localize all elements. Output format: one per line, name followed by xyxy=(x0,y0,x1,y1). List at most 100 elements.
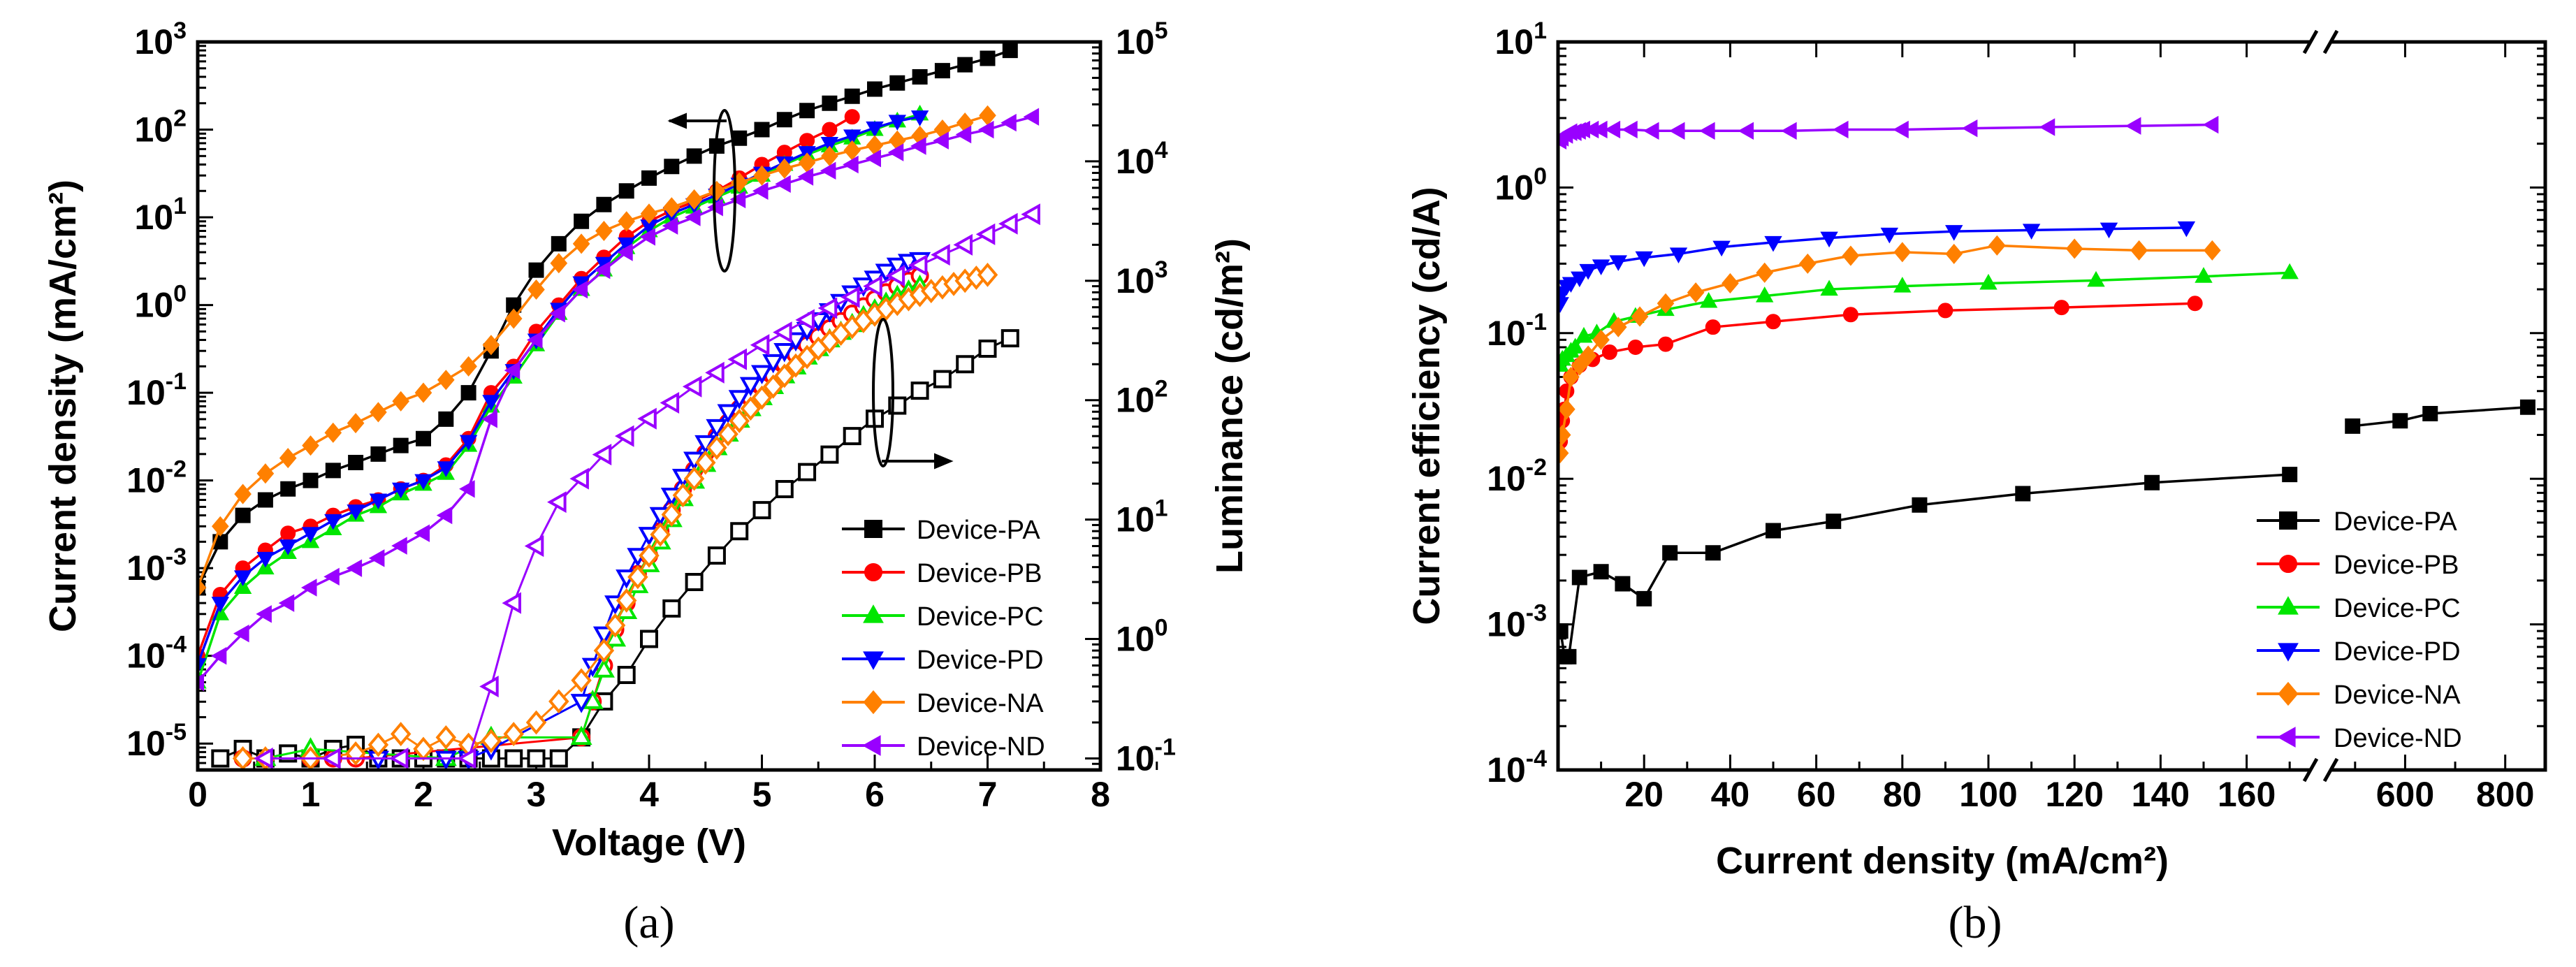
efficiency-point-device-na xyxy=(2204,240,2221,261)
current-density-point-device-nd xyxy=(278,594,295,612)
efficiency-point-device-na xyxy=(1571,355,1589,376)
luminance-point-device-nd xyxy=(592,444,612,466)
current-density-point-device-pa xyxy=(528,262,544,278)
efficiency-point-device-pd xyxy=(1592,259,1610,275)
current-density-point-device-nd xyxy=(843,155,859,174)
current-density-point-device-pa xyxy=(912,68,928,85)
legend-b-marker-device-pd xyxy=(2278,643,2299,662)
current-density-point-device-nd xyxy=(549,305,565,323)
luminance-point-device-na xyxy=(593,638,615,663)
luminance-point-device-na xyxy=(706,435,727,460)
current-density-point-device-nd xyxy=(436,506,453,525)
current-density-point-device-pd xyxy=(437,461,456,477)
legend-a-marker-device-pd xyxy=(863,651,884,670)
luminance-point-device-pa xyxy=(504,749,523,768)
current-density-point-device-pa xyxy=(325,463,341,479)
current-density-point-device-nd xyxy=(368,549,385,567)
current-density-point-device-na xyxy=(256,463,275,484)
luminance-point-device-pa xyxy=(549,749,568,768)
luminance-point-device-na xyxy=(751,385,773,410)
luminance-point-device-pa xyxy=(730,522,749,541)
efficiency-point-device-pc xyxy=(2087,270,2105,287)
efficiency-line-break-device-pa xyxy=(2352,406,2528,428)
luminance-point-device-na xyxy=(525,710,547,735)
current-density-point-device-pa xyxy=(889,75,905,91)
legend-a-marker-device-pa xyxy=(864,520,882,538)
axis-a-x-tick-label: 0 xyxy=(188,775,208,814)
legend-a-label-device-pb: Device-PB xyxy=(917,559,1042,588)
efficiency-point-device-nd xyxy=(1738,122,1754,140)
luminance-point-device-pa xyxy=(910,381,929,400)
efficiency-point-device-pa xyxy=(2144,474,2160,490)
current-density-point-device-pa xyxy=(551,235,567,252)
plot-b-frame-right xyxy=(2330,40,2547,772)
efficiency-point-device-na xyxy=(1558,442,1569,464)
current-density-point-device-pa xyxy=(348,455,364,471)
efficiency-point-device-na xyxy=(1722,272,1739,293)
efficiency-point-device-na xyxy=(1756,262,1773,283)
current-density-point-device-pa xyxy=(235,507,251,523)
luminance-point-device-nd xyxy=(682,375,702,398)
efficiency-point-device-na xyxy=(1609,317,1627,337)
axis-break-mark xyxy=(2322,757,2339,783)
axis-b-y-tick-label: 10-4 xyxy=(1487,746,1547,790)
luminance-point-device-nd xyxy=(547,491,567,514)
efficiency-point-device-pd xyxy=(1880,227,1899,244)
current-density-point-device-pa xyxy=(867,81,882,97)
efficiency-point-device-pd xyxy=(1945,225,1963,241)
current-density-point-device-na xyxy=(234,483,252,504)
luminance-point-device-pc xyxy=(570,725,592,746)
luminance-point-device-na xyxy=(627,565,648,590)
legend-a-marker-device-nd xyxy=(862,735,881,756)
current-density-point-device-na xyxy=(198,577,207,598)
axis-b-x-tick-label: 40 xyxy=(1711,775,1750,814)
luminance-point-device-pd xyxy=(706,419,728,439)
current-density-point-device-pd xyxy=(888,115,907,131)
luminance-point-device-pa xyxy=(707,546,726,565)
luminance-point-device-nd xyxy=(998,212,1018,235)
luminance-point-device-pd xyxy=(435,750,457,770)
current-density-point-device-na xyxy=(279,448,297,469)
efficiency-line-device-na xyxy=(1559,244,2213,453)
axis-a-x-tick-label: 8 xyxy=(1091,775,1110,814)
luminance-point-device-pc xyxy=(604,627,627,647)
efficiency-point-device-pd xyxy=(1635,251,1653,268)
efficiency-point-device-pb xyxy=(1842,307,1858,323)
current-density-point-device-na xyxy=(776,158,794,179)
current-density-point-device-pd xyxy=(324,514,342,530)
luminance-point-device-na xyxy=(435,725,457,750)
legend-a: Device-PA Device-PB Device-PC Device-PD Devi… xyxy=(842,516,1045,762)
luminance-point-device-pd xyxy=(886,257,908,277)
axis-b-x-label: Current density (mA/cm²) xyxy=(1716,840,2169,882)
current-density-point-device-nd xyxy=(1023,108,1040,126)
current-density-point-device-pd xyxy=(482,395,500,411)
luminance-point-device-pd xyxy=(592,626,615,646)
legend-b-label-device-pa: Device-PA xyxy=(2334,507,2457,537)
efficiency-line-device-pd xyxy=(1559,226,2187,304)
luminance-line-device-pc xyxy=(265,285,921,759)
current-density-point-device-pb xyxy=(822,122,838,138)
legend-b-marker-device-nd xyxy=(2277,727,2296,748)
current-density-point-device-nd xyxy=(526,330,543,349)
luminance-point-device-na xyxy=(639,543,660,568)
efficiency-point-device-pa xyxy=(1766,523,1781,539)
current-density-point-device-nd xyxy=(481,410,497,428)
current-density-point-device-nd xyxy=(775,175,791,194)
current-density-point-device-na xyxy=(437,370,455,391)
axis-a-y-tick-label: 101 xyxy=(134,193,187,237)
luminance-point-device-pd xyxy=(750,365,773,385)
luminance-point-device-pd xyxy=(739,377,762,397)
current-density-point-device-pa xyxy=(416,430,431,446)
current-density-point-device-nd xyxy=(955,125,972,144)
axis-b-y-tick-label: 101 xyxy=(1494,17,1547,61)
current-density-point-device-pa xyxy=(1002,43,1018,59)
efficiency-point-device-pd xyxy=(1669,247,1688,263)
annotation-arrowhead-left xyxy=(667,112,687,129)
current-density-point-device-pa xyxy=(574,213,590,229)
current-density-point-device-nd xyxy=(820,161,836,180)
luminance-point-device-nd xyxy=(840,286,860,308)
luminance-point-device-pa xyxy=(752,501,771,520)
efficiency-point-break-device-pa xyxy=(2422,406,2438,422)
efficiency-point-device-pc xyxy=(1566,337,1585,354)
current-density-point-device-na xyxy=(572,233,590,254)
